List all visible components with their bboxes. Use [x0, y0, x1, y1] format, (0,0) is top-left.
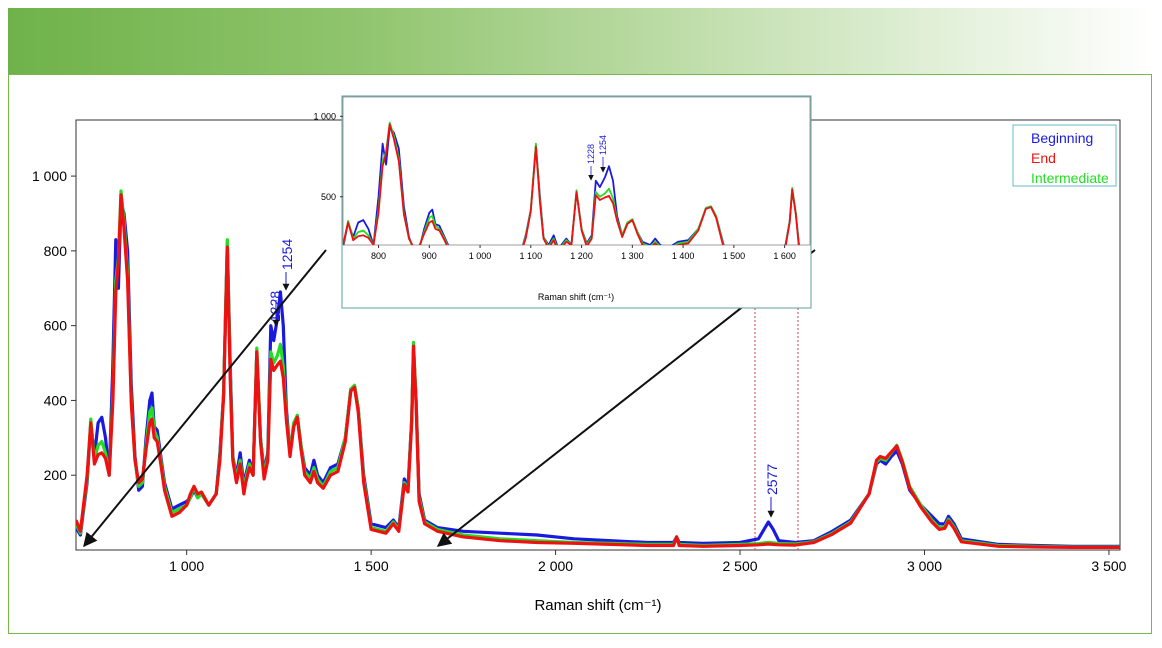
svg-text:1228: 1228: [267, 291, 283, 322]
inset-x-tick-label: 1 600: [773, 251, 796, 261]
annotation-1254: 1254: [279, 239, 295, 291]
main-x-tick-label: 1 000: [169, 558, 204, 574]
inset-annotation-1228: 1228: [586, 144, 596, 181]
main-x-tick-label: 2 000: [538, 558, 573, 574]
inset-y-tick-label: 500: [321, 192, 336, 202]
inset-plot-area: [342, 96, 811, 246]
inset-series-end: [343, 123, 800, 245]
main-y-tick-label: 200: [44, 467, 68, 483]
inset-x-tick-label: 1 000: [469, 251, 492, 261]
legend: Beginning End Intermediate: [1012, 124, 1117, 187]
inset-x-tick-label: 900: [422, 251, 437, 261]
inset-x-tick-label: 1 400: [672, 251, 695, 261]
inset-annotation-1254: 1254: [598, 135, 608, 173]
legend-entry-end: End: [1031, 150, 1056, 166]
inset-x-axis: 800 900 1 000 1 100 1 200 1 300 1 400 1 500 1 60…: [371, 245, 796, 261]
annotation-2577: 2577: [764, 464, 780, 518]
main-x-axis: 1 000 1 500 2 000 2 500 3 000 3 500: [169, 550, 1127, 574]
inset-series-group: [343, 121, 800, 245]
inset-y-tick-label: 1 000: [313, 111, 336, 121]
main-y-tick-label: 1 000: [32, 168, 67, 184]
inset-plot: 800 900 1 000 1 100 1 200 1 300 1 400 1 500 1 60…: [313, 95, 812, 309]
main-x-axis-label: Raman shift (cm⁻¹): [534, 597, 661, 614]
legend-entry-beginning: Beginning: [1031, 130, 1093, 146]
inset-x-tick-label: 1 500: [723, 251, 746, 261]
svg-text:1254: 1254: [598, 135, 608, 155]
svg-text:1228: 1228: [586, 144, 596, 164]
annotation-1228: 1228: [267, 291, 283, 327]
header-banner: [8, 8, 1154, 74]
main-series-group: [76, 189, 1120, 549]
inset-series-intermediate: [343, 121, 800, 245]
inset-x-tick-label: 1 200: [570, 251, 593, 261]
inset-y-axis: 500 1 000: [313, 111, 343, 202]
main-x-tick-label: 3 000: [907, 558, 942, 574]
main-y-tick-label: 600: [44, 318, 68, 334]
svg-text:2577: 2577: [764, 464, 780, 495]
main-y-axis: 200 400 600 800 1 000: [32, 168, 76, 483]
inset-x-tick-label: 1 100: [520, 251, 543, 261]
main-x-tick-label: 3 500: [1091, 558, 1126, 574]
inset-x-tick-label: 1 300: [621, 251, 644, 261]
zoom-arrow-left: [83, 249, 327, 548]
inset-series-beginning: [343, 126, 800, 245]
figure-frame: [8, 74, 1152, 634]
main-y-tick-label: 400: [44, 392, 68, 408]
legend-box: [1012, 124, 1117, 187]
main-series-end: [76, 193, 1120, 549]
inset-x-axis-label: Raman shift (cm⁻¹): [538, 292, 614, 302]
main-x-tick-label: 1 500: [354, 558, 389, 574]
svg-text:1254: 1254: [279, 239, 295, 270]
legend-entry-intermediate: Intermediate: [1031, 170, 1109, 186]
inset-x-tick-label: 800: [371, 251, 386, 261]
main-y-tick-label: 800: [44, 243, 68, 259]
main-x-tick-label: 2 500: [723, 558, 758, 574]
